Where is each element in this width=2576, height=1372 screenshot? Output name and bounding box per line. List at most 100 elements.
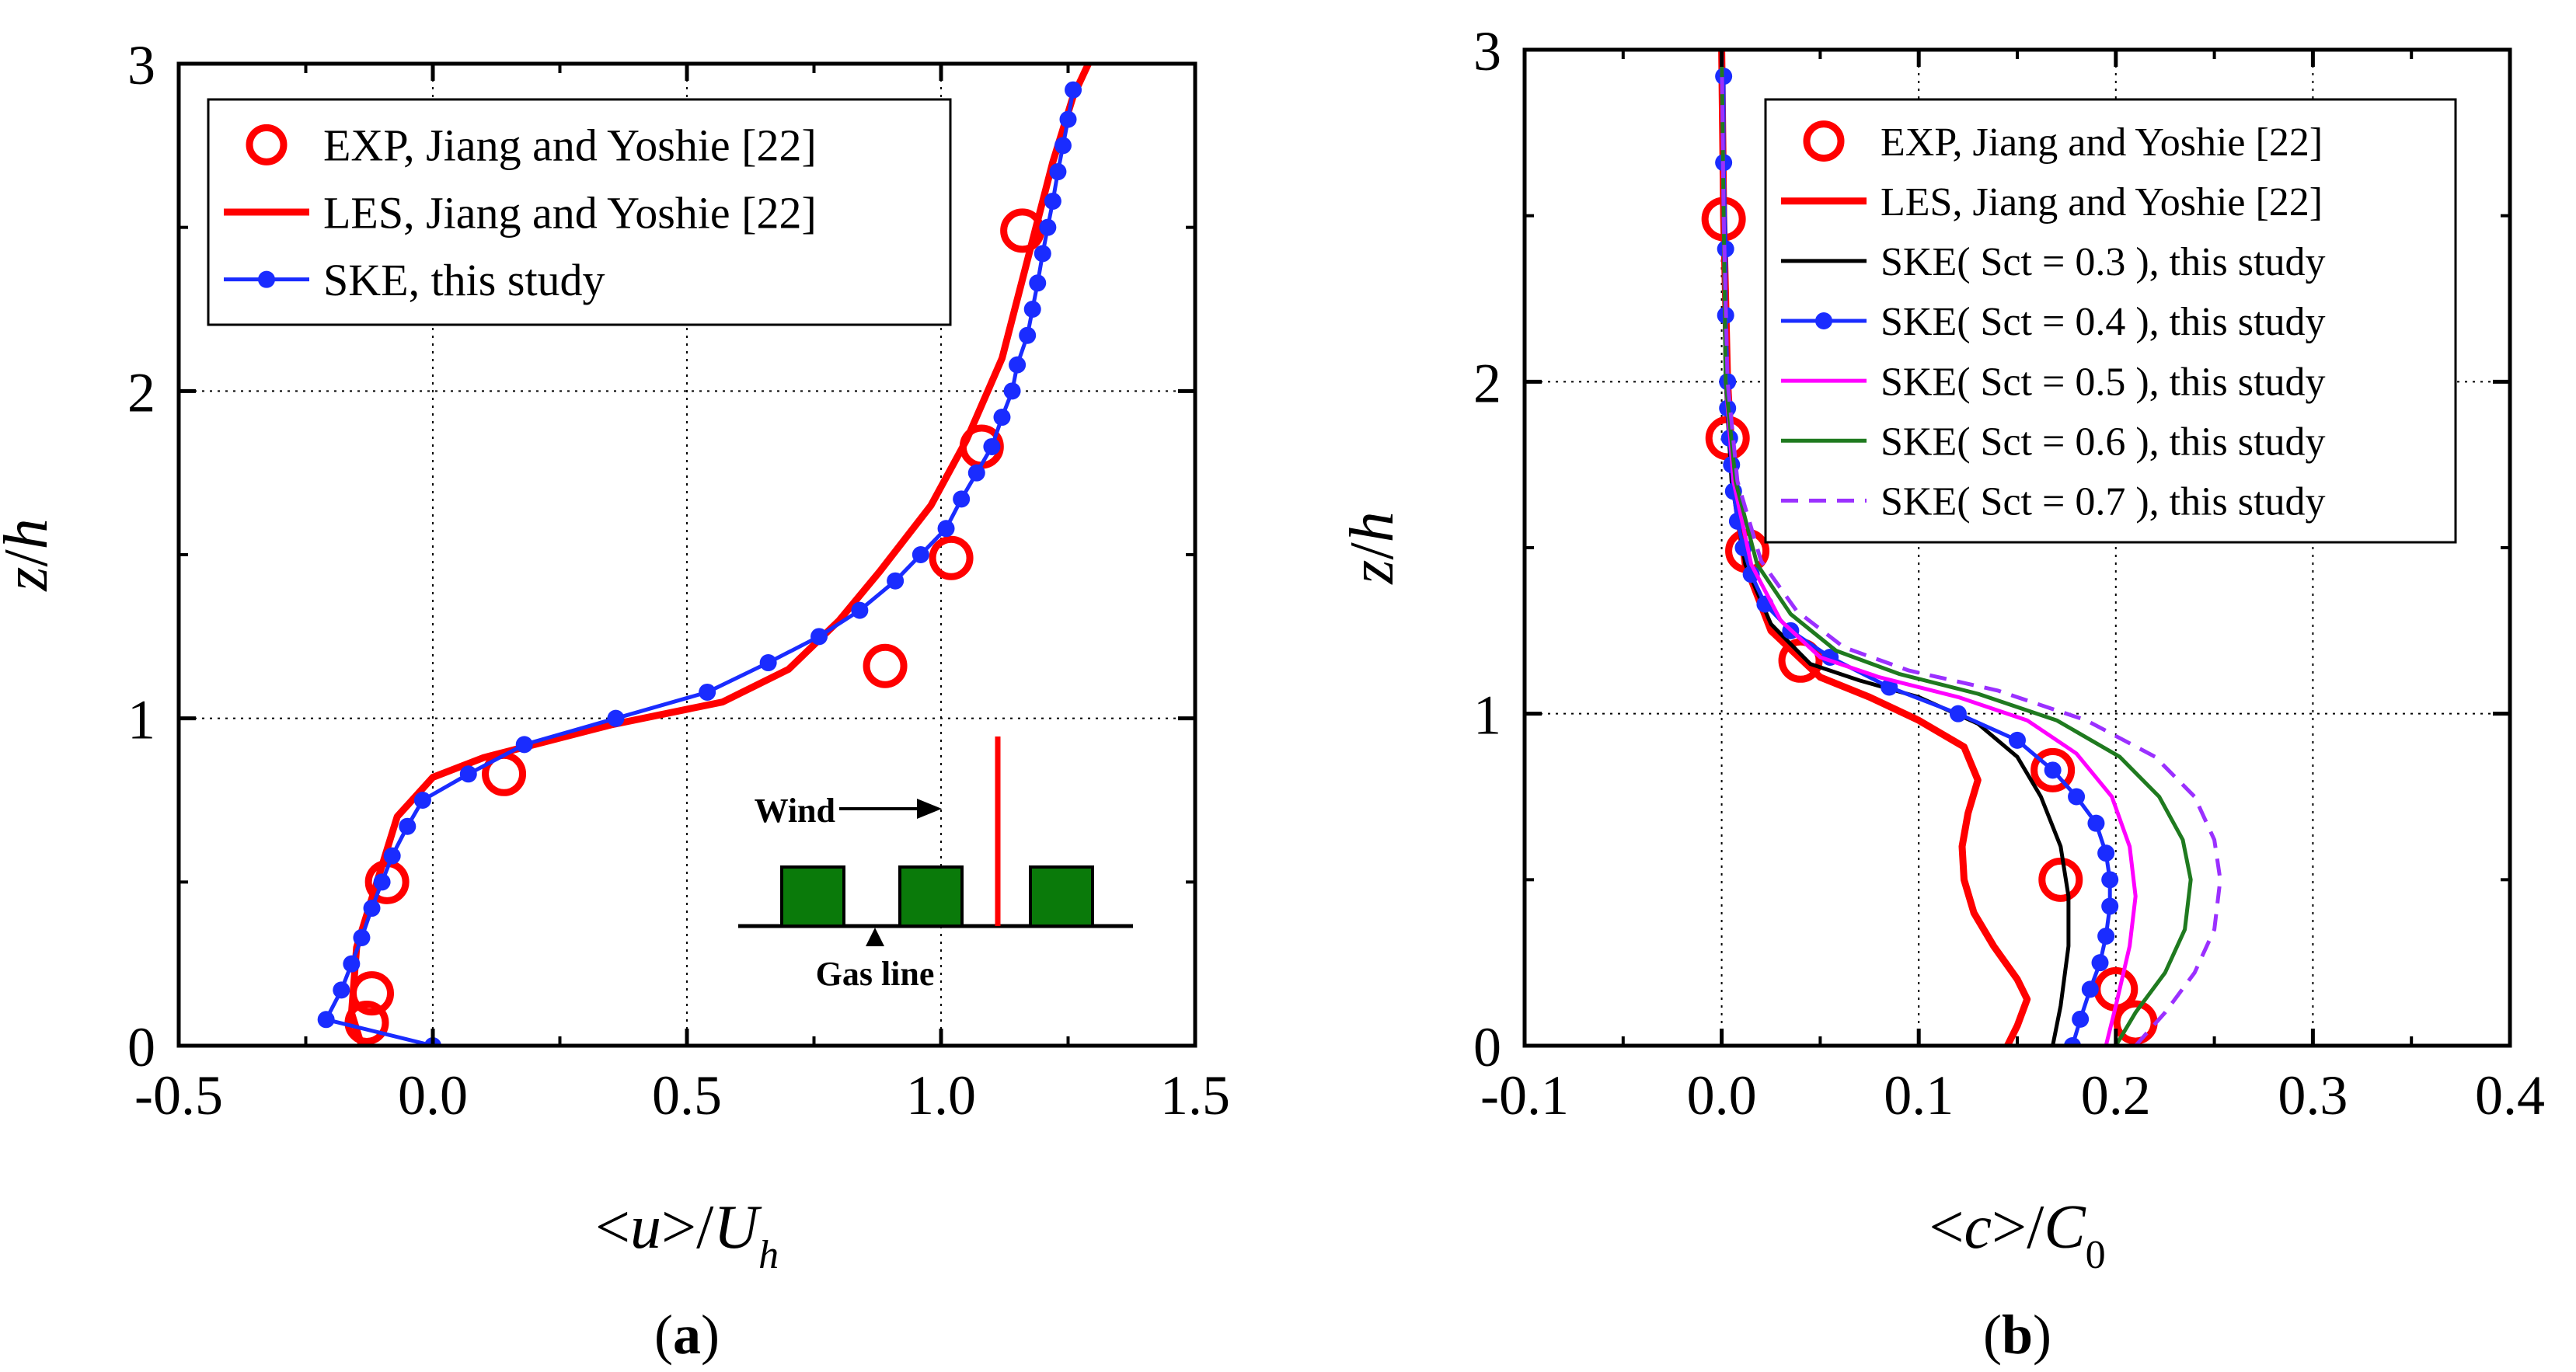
x-tick-label: 0.1 (1884, 1064, 1954, 1127)
series-point (937, 520, 955, 538)
series-point (459, 765, 477, 783)
wind-label: Wind (755, 792, 835, 830)
legend-label: EXP, Jiang and Yoshie [22] (323, 120, 817, 171)
series-point (515, 736, 533, 754)
series-point (1049, 163, 1067, 181)
y-tick-label: 2 (127, 361, 155, 423)
series-point (2087, 814, 2105, 832)
legend-box (207, 98, 952, 326)
series-point (953, 490, 971, 508)
series-point (1065, 81, 1082, 99)
series-point (810, 628, 828, 646)
legend-label: SKE( Sct = 0.5 ), this study (1881, 360, 2325, 404)
legend-entry: SKE( Sct = 0.7 ), this study (1781, 480, 2325, 524)
legend-entry: EXP, Jiang and Yoshie [22] (246, 120, 817, 171)
legend-label: LES, Jiang and Yoshie [22] (1881, 180, 2323, 225)
series-point (2064, 1037, 2082, 1046)
series-point (2097, 844, 2115, 862)
exp-marker (344, 1001, 389, 1046)
series-point (2044, 761, 2062, 779)
exp-marker (364, 859, 410, 904)
x-tick-label: 0.5 (652, 1064, 722, 1127)
y-tick-label: 1 (1473, 684, 1501, 747)
series-point (333, 981, 350, 999)
legend-entry: SKE( Sct = 0.3 ), this study (1781, 240, 2325, 284)
series-point (2009, 731, 2026, 749)
gas-line-label: Gas line (816, 955, 935, 993)
series-point (1034, 245, 1051, 263)
y-axis-label: z/h (1338, 511, 1407, 584)
building-block (898, 865, 964, 928)
series-point (1059, 110, 1077, 128)
series-point (373, 873, 391, 891)
exp-marker (2038, 857, 2083, 902)
y-tick-label: 3 (127, 34, 155, 96)
series-point (2101, 897, 2119, 915)
series-point (353, 928, 371, 946)
exp-marker (929, 535, 974, 580)
series-point (912, 546, 929, 563)
y-tick-label: 2 (1473, 352, 1501, 414)
x-tick-label: 1.0 (906, 1064, 976, 1127)
y-tick-label: 1 (127, 689, 155, 751)
series-point (1949, 705, 1967, 723)
inset-schematic: Wind Gas line (738, 736, 1133, 993)
legend-marker (246, 124, 288, 165)
series-group (317, 64, 1092, 1046)
series-point (2091, 954, 2109, 972)
series-line (1720, 50, 2193, 1046)
exp-marker (2030, 747, 2076, 792)
legend-entry: SKE( Sct = 0.4 ), this study (1781, 300, 2325, 344)
series-point (1003, 382, 1021, 400)
series-point (2081, 980, 2099, 998)
legend-label: SKE( Sct = 0.4 ), this study (1881, 300, 2325, 344)
legend-label: LES, Jiang and Yoshie [22] (323, 187, 817, 238)
series-point (2097, 927, 2115, 945)
series-point (343, 955, 361, 973)
legend: EXP, Jiang and Yoshie [22] LES, Jiang and… (1764, 98, 2457, 544)
legend-entry: SKE( Sct = 0.5 ), this study (1781, 360, 2325, 404)
panel-label: (b) (1983, 1304, 2051, 1366)
series-point (1019, 326, 1037, 344)
y-axis-label: z/h (0, 518, 61, 591)
x-axis-label: <u>/Uh (595, 1193, 779, 1277)
series-group (1701, 50, 2222, 1046)
legend-entry: SKE( Sct = 0.6 ), this study (1781, 420, 2325, 464)
series-point (887, 572, 905, 590)
series-point (1054, 137, 1072, 155)
legend-entry: LES, Jiang and Yoshie [22] (1781, 180, 2323, 225)
legend-entry: EXP, Jiang and Yoshie [22] (1803, 120, 2323, 165)
building-block (1029, 865, 1094, 928)
series-point (317, 1011, 335, 1029)
x-tick-label: 0.4 (2475, 1064, 2545, 1127)
panel-b: -0.1 0.0 0.1 0.2 0.3 0.4 0 1 2 3 <c>/C0 z/h (b) EXP, … (1338, 20, 2545, 1366)
x-tick-label: 1.5 (1160, 1064, 1230, 1127)
y-tick-label: 0 (127, 1016, 155, 1078)
series-point (383, 847, 401, 865)
exp-marker (1778, 638, 1823, 683)
y-tick-label: 3 (1473, 20, 1501, 82)
legend-box (1764, 98, 2457, 544)
series-point (413, 792, 431, 809)
legend-point (1815, 312, 1832, 329)
legend-label: SKE, this study (323, 255, 605, 305)
panel-a: -0.5 0.0 0.5 1.0 1.5 0 1 2 3 <u>/Uh z/h (a) EXP, Jia… (0, 34, 1230, 1366)
exp-marker (863, 643, 908, 688)
x-tick-label: 0.2 (2081, 1064, 2151, 1127)
x-tick-label: 0.0 (1687, 1064, 1757, 1127)
legend-label: EXP, Jiang and Yoshie [22] (1881, 120, 2323, 165)
series-point (759, 654, 777, 672)
x-tick-label: -0.5 (134, 1064, 223, 1127)
series-point (993, 409, 1011, 427)
series-point (851, 601, 869, 619)
legend-marker (1803, 120, 1845, 162)
x-tick-label: 0.3 (2278, 1064, 2348, 1127)
series-point (363, 900, 381, 918)
legend-entry: LES, Jiang and Yoshie [22] (224, 187, 817, 238)
legend-entry: SKE, this study (224, 255, 605, 305)
series-point (2101, 871, 2119, 889)
series-point (1044, 192, 1061, 210)
x-tick-label: -0.1 (1480, 1064, 1569, 1127)
series-point (607, 709, 625, 727)
